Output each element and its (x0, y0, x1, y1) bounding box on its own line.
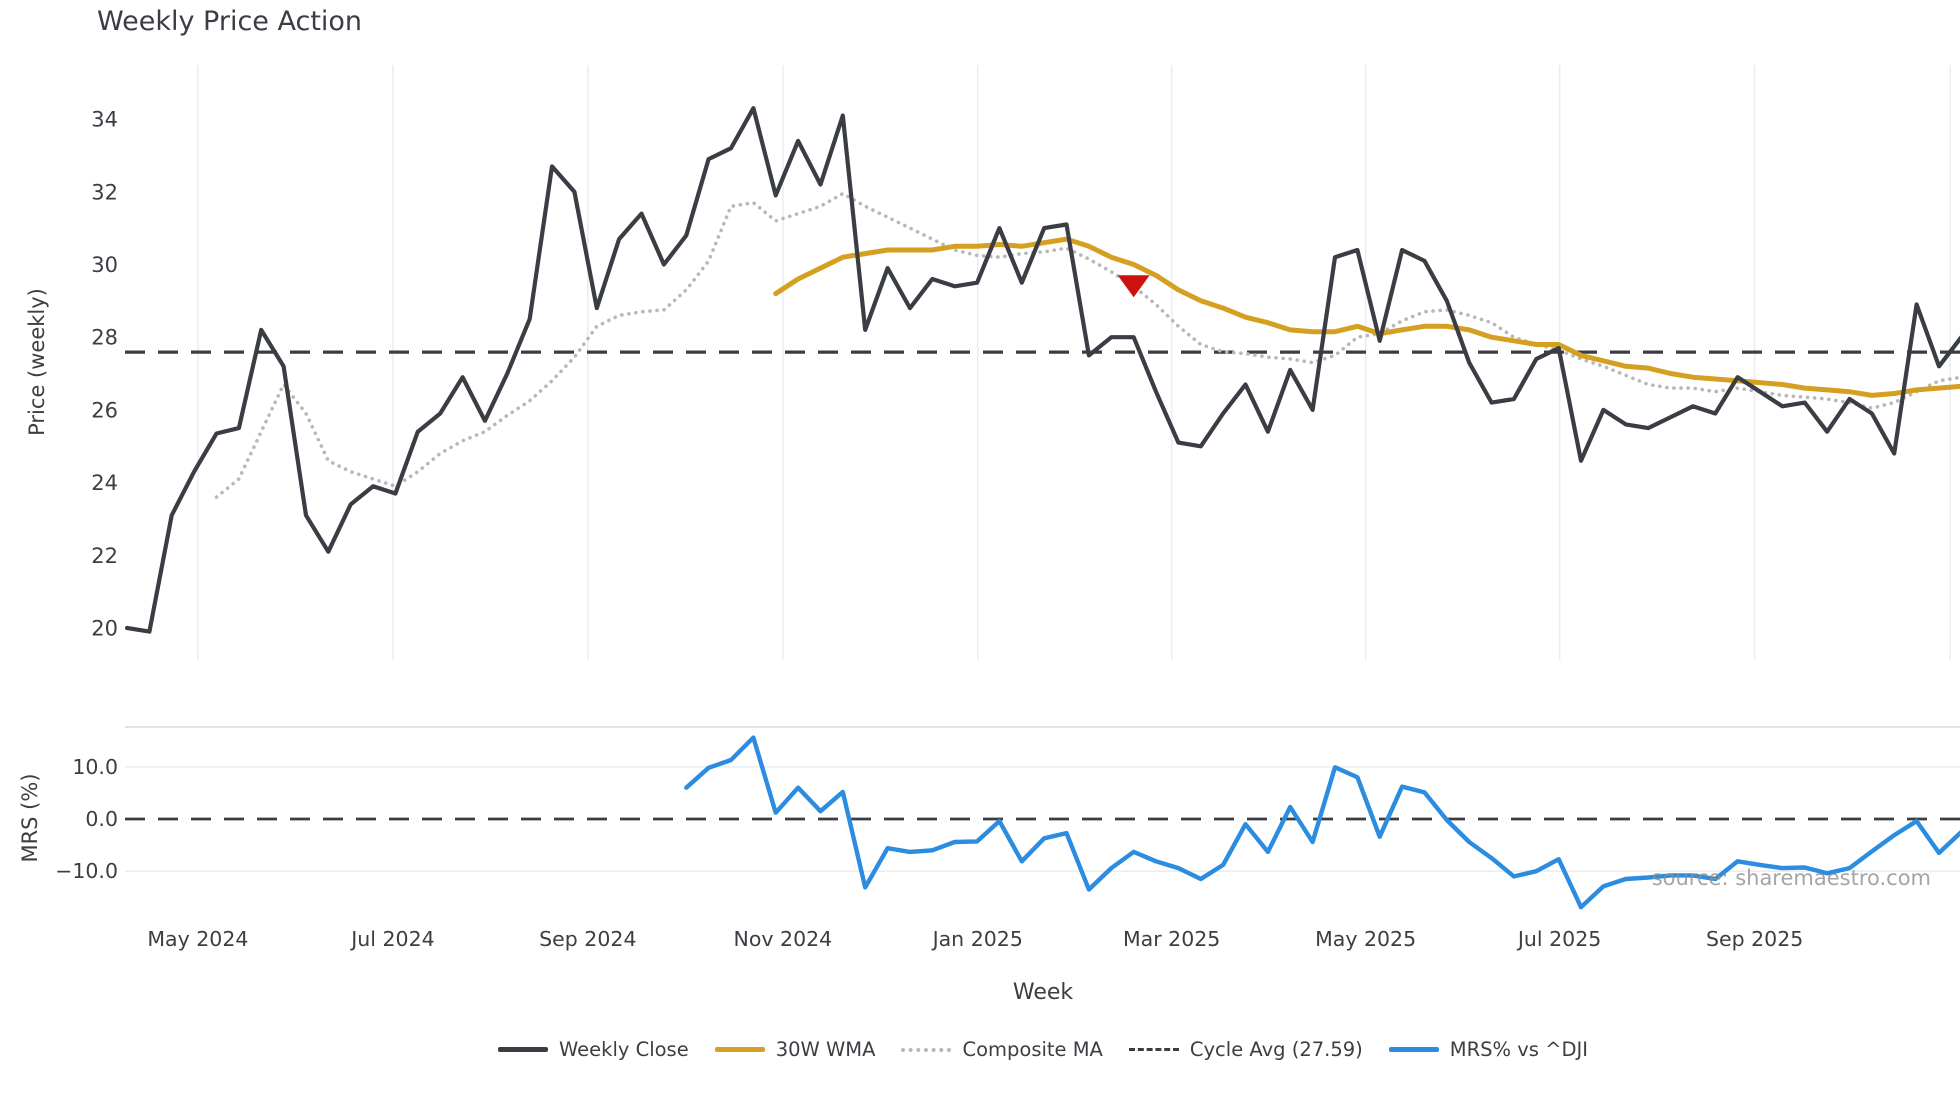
x-tick-label: Nov 2024 (734, 927, 833, 951)
mrs-axis-label: MRS (%) (18, 773, 42, 863)
sell-signal-marker (1117, 275, 1150, 298)
x-tick-label: Jan 2025 (931, 927, 1023, 951)
legend-item-composite-ma: Composite MA (901, 1038, 1103, 1061)
x-axis-label: Week (1012, 980, 1074, 1005)
price-tick-label: 24 (91, 471, 118, 495)
mrs-tick-label: 10.0 (72, 755, 118, 779)
source-watermark: source: sharemaestro.com (1651, 866, 1931, 890)
legend-label: Composite MA (962, 1038, 1103, 1061)
legend-item-mrs: MRS% vs ^DJI (1388, 1038, 1588, 1061)
x-tick-label: Mar 2025 (1123, 927, 1220, 951)
mrs-line (684, 735, 1960, 910)
wma-line (773, 236, 1960, 398)
mrs-line-swatch (1388, 1047, 1439, 1052)
cycle-avg-line-swatch (1128, 1048, 1179, 1051)
mrs-tick-label: 0.0 (85, 807, 118, 831)
legend-label: MRS% vs ^DJI (1449, 1038, 1588, 1061)
legend-item-cycle-avg: Cycle Avg (27.59) (1128, 1038, 1363, 1061)
weekly-close-line (125, 106, 1960, 634)
weekly-close-line-swatch (498, 1047, 549, 1052)
composite-ma-line (214, 191, 1960, 499)
chart-title: Weekly Price Action (97, 6, 363, 37)
price-tick-label: 34 (91, 108, 118, 132)
price-tick-label: 32 (91, 180, 118, 204)
legend-item-30w-wma: 30W WMA (714, 1038, 876, 1061)
legend: Weekly Close 30W WMA Composite MA Cycle … (0, 1038, 1960, 1061)
legend-label: Cycle Avg (27.59) (1189, 1038, 1363, 1061)
x-tick-label: Jul 2024 (349, 927, 434, 951)
price-tick-label: 22 (91, 544, 118, 568)
legend-label: 30W WMA (775, 1038, 876, 1061)
price-tick-label: 28 (91, 326, 118, 350)
price-tick-label: 20 (91, 617, 118, 641)
wma-line-swatch (714, 1047, 765, 1052)
legend-item-weekly-close: Weekly Close (498, 1038, 689, 1061)
mrs-tick-label: −10.0 (55, 859, 118, 883)
legend-label: Weekly Close (559, 1038, 689, 1061)
price-tick-label: 26 (91, 398, 118, 422)
price-tick-label: 30 (91, 253, 118, 277)
x-tick-label: May 2024 (147, 927, 248, 951)
price-axis-label: Price (weekly) (25, 288, 49, 436)
x-tick-label: Sep 2024 (539, 927, 636, 951)
x-tick-label: May 2025 (1315, 927, 1416, 951)
x-tick-label: Jul 2025 (1516, 927, 1601, 951)
x-tick-label: Sep 2025 (1706, 927, 1803, 951)
composite-ma-line-swatch (901, 1047, 952, 1052)
